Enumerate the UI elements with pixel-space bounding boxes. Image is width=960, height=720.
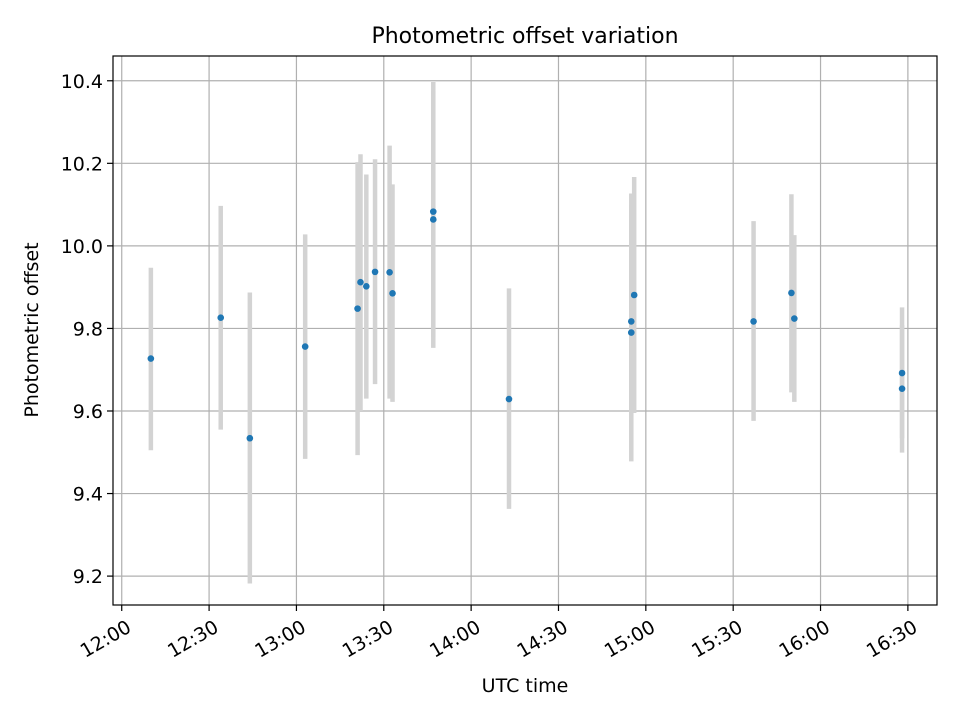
y-tick-label: 9.4 bbox=[73, 484, 103, 506]
y-axis-label: Photometric offset bbox=[21, 242, 43, 417]
y-axis-ticks: 9.2 9.4 9.6 9.8 10.0 10.2 10.4 bbox=[61, 71, 113, 588]
data-point bbox=[301, 343, 309, 350]
x-axis-label: UTC time bbox=[482, 675, 569, 697]
y-tick-label: 10.0 bbox=[61, 236, 103, 258]
data-point bbox=[788, 289, 795, 297]
data-point bbox=[371, 268, 379, 276]
plot-frame bbox=[112, 55, 938, 606]
data-point bbox=[429, 216, 437, 223]
data-point bbox=[791, 315, 798, 322]
y-tick-label: 10.4 bbox=[61, 71, 103, 93]
data-points bbox=[147, 208, 906, 442]
grid bbox=[113, 56, 937, 605]
data-point bbox=[429, 208, 437, 215]
data-point bbox=[386, 268, 393, 276]
y-tick-label: 9.6 bbox=[73, 401, 103, 423]
data-point bbox=[147, 355, 155, 362]
data-point bbox=[354, 305, 361, 312]
data-point bbox=[217, 314, 225, 322]
data-point bbox=[898, 369, 906, 377]
data-point bbox=[750, 318, 757, 325]
data-point bbox=[627, 329, 635, 336]
data-point bbox=[898, 385, 906, 393]
data-point bbox=[357, 278, 364, 286]
y-tick-label: 9.8 bbox=[73, 318, 103, 340]
data-point bbox=[505, 395, 513, 403]
chart-title: Photometric offset variation bbox=[371, 24, 678, 49]
y-tick-label: 9.2 bbox=[73, 566, 103, 588]
data-point bbox=[363, 283, 370, 290]
plot-area bbox=[113, 56, 937, 605]
data-point bbox=[627, 318, 635, 325]
y-tick-label: 10.2 bbox=[61, 153, 103, 175]
data-point bbox=[246, 434, 254, 442]
data-point bbox=[630, 291, 638, 299]
data-point bbox=[389, 290, 396, 297]
